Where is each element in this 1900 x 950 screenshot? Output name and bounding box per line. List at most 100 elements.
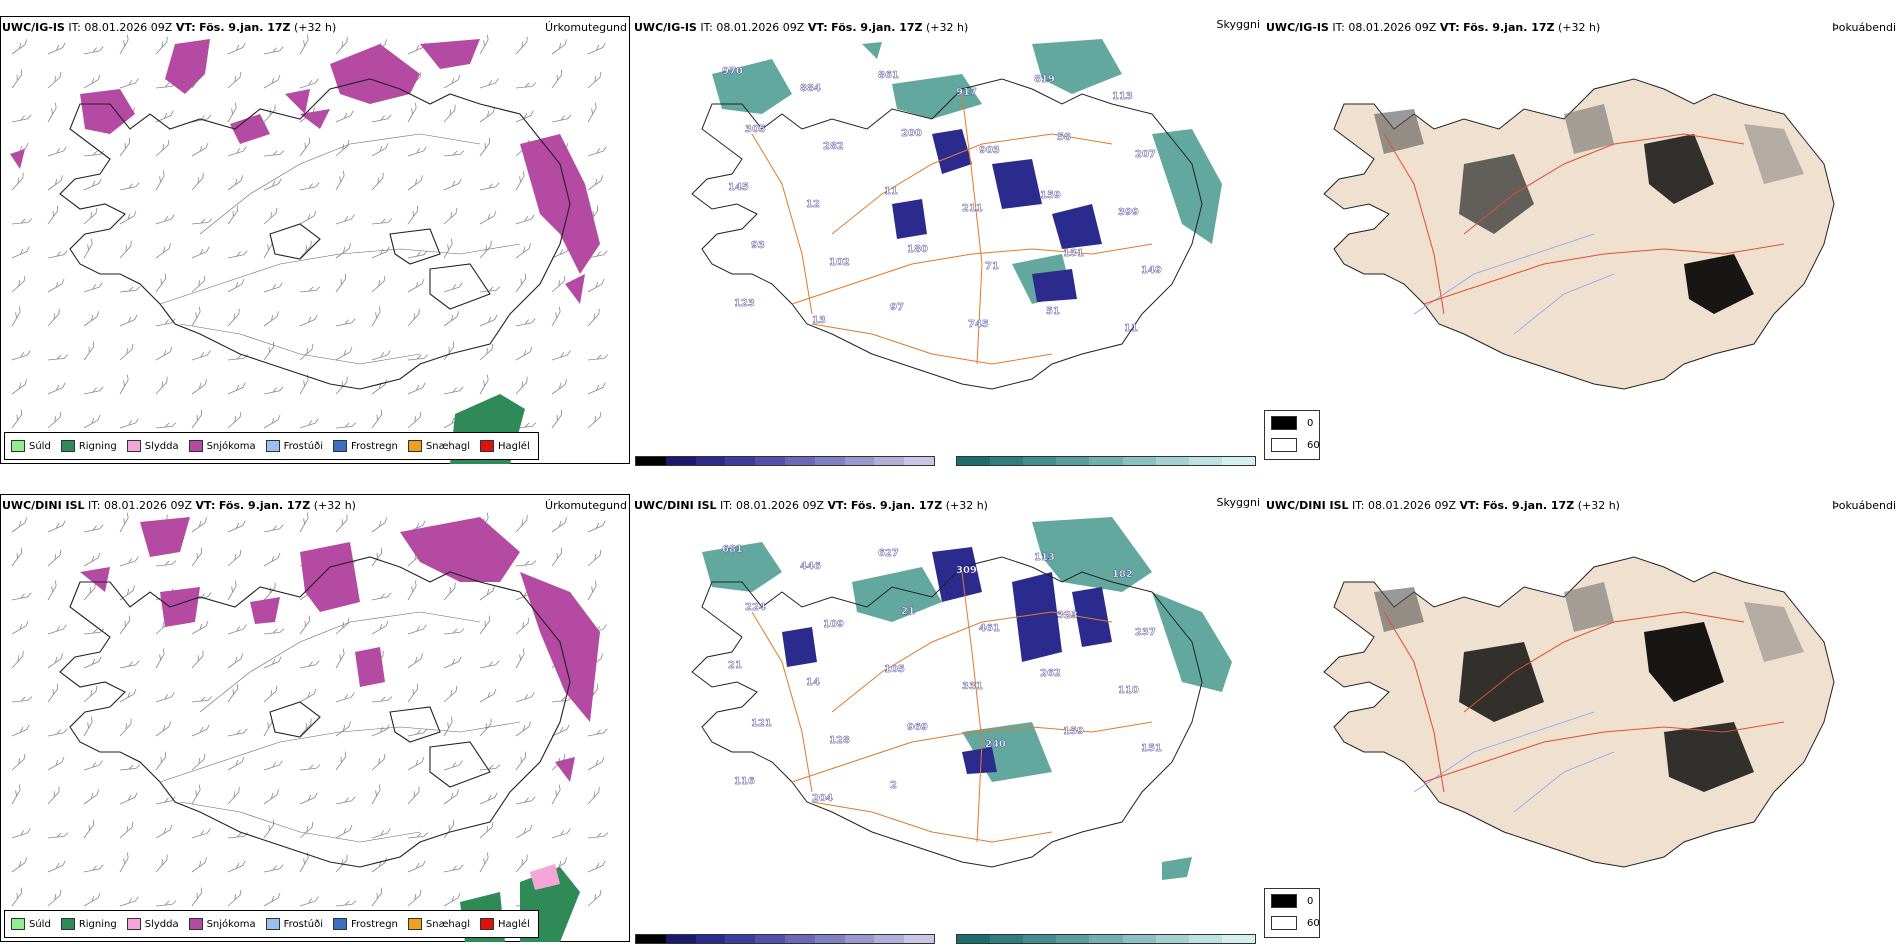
wind-barb: [479, 615, 490, 635]
wind-barb: [335, 214, 355, 225]
wind-barb: [119, 34, 129, 55]
colorbar-tick: 1000: [907, 946, 935, 948]
wind-barb: [83, 656, 102, 669]
wind-barb: [407, 205, 418, 225]
wind-barb: [47, 205, 58, 225]
wind-barb: [47, 354, 69, 361]
wind-barb: [263, 386, 284, 395]
wind-barb: [227, 756, 245, 771]
wind-barb: [227, 683, 238, 703]
wind-barb: [443, 150, 465, 157]
wind-barb: [407, 653, 423, 669]
wind-barb: [407, 411, 422, 429]
wind-barb: [47, 756, 65, 771]
wind-barb: [299, 314, 318, 327]
visibility-value-label: 282: [823, 141, 844, 152]
wind-barb: [479, 852, 489, 873]
coastline: [59, 556, 571, 868]
visibility-value-label: 224: [745, 602, 766, 613]
legend-swatch: [60, 918, 75, 930]
colorbar-tick: 400: [753, 946, 774, 948]
snow-areas: [80, 517, 600, 782]
forecast-row-ig-is: UWC/IG-IS IT: 08.01.2026 09Z VT: Fös. 9.…: [0, 0, 1900, 470]
wind-barb: [47, 382, 66, 395]
visibility-value-label: 399: [1118, 207, 1139, 218]
wind-barb: [155, 560, 177, 567]
wind-barb: [119, 512, 129, 533]
wind-barb: [11, 39, 27, 55]
wind-barb: [299, 78, 319, 89]
visibility-panel: UWC/DINI ISL IT: 08.01.2026 09Z VT: Fös.…: [632, 478, 1264, 948]
wind-barb: [47, 250, 68, 259]
wind-barb: [551, 379, 567, 395]
visibility-value-label: 113: [1112, 91, 1133, 102]
wind-barb: [371, 887, 382, 907]
wind-barb: [47, 624, 67, 635]
wind-barb: [119, 137, 130, 157]
wind-barb: [587, 756, 605, 771]
coastline: [691, 78, 1203, 390]
valid-time-value: Fös. 9.jan. 17Z: [1463, 21, 1555, 34]
wind-barb: [371, 172, 384, 191]
wind-barb: [47, 832, 69, 839]
wind-barb: [335, 751, 346, 771]
wind-barb: [263, 311, 279, 327]
lead-time: (+32 h): [1558, 21, 1601, 34]
wind-barb: [47, 71, 62, 89]
wind-barb: [119, 585, 135, 601]
wind-barb: [263, 282, 283, 293]
rivers: [1413, 233, 1615, 335]
visibility-value-label: 240: [985, 739, 1006, 750]
legend-label: Frostregn: [351, 440, 398, 452]
colorbar-low-bar: [635, 934, 935, 944]
wind-barb: [587, 354, 609, 361]
init-time-label: IT:: [88, 499, 101, 512]
legend-swatch: [126, 440, 141, 452]
wind-barb: [191, 306, 201, 327]
legend-item: Snjókoma: [188, 440, 256, 452]
wind-barb: [407, 889, 422, 907]
visibility-value-label: 917: [956, 87, 977, 98]
wind-barb: [587, 382, 606, 395]
wind-barb: [83, 628, 105, 635]
wind-barb: [47, 653, 63, 669]
wind-barb: [371, 350, 391, 361]
legend-label: Frostúði: [283, 918, 323, 930]
visibility-value-label: 105: [884, 664, 905, 675]
wind-barb: [11, 246, 30, 259]
wind-barb: [83, 150, 105, 157]
init-time-value: 08.01.2026 09Z: [1368, 499, 1457, 512]
legend-swatch: [188, 918, 203, 930]
wind-barb: [83, 864, 104, 873]
wind-barb: [335, 796, 356, 805]
wind-barb: [335, 36, 348, 55]
legend-label: Snæhagl: [425, 918, 471, 930]
model-name: UWC/IG-IS: [1266, 21, 1329, 34]
legend-label: Frostregn: [351, 918, 398, 930]
visibility-value-label: 211: [962, 203, 983, 214]
colorbar-low-bar: [635, 456, 935, 466]
wind-barb: [371, 379, 387, 395]
wind-barb: [263, 864, 284, 873]
wind-barb: [371, 246, 390, 259]
wind-barb: [371, 620, 389, 635]
wind-barb: [479, 821, 494, 839]
colorbar-segment: [695, 935, 726, 943]
visibility-value-label: 309: [956, 565, 977, 576]
wind-barb: [443, 178, 462, 191]
legend-label: Snæhagl: [425, 440, 471, 452]
visibility-value-label: 11: [1124, 323, 1138, 334]
wind-barb: [371, 592, 392, 601]
legend-item: Slydda: [126, 440, 179, 452]
wind-barb: [443, 386, 464, 395]
legend-item: Frostúði: [265, 918, 323, 930]
colorbar-tick: 400: [753, 468, 774, 470]
colorbar-segment: [904, 457, 934, 465]
wind-barb: [515, 214, 535, 225]
wind-barb: [371, 547, 382, 567]
wind-barb: [587, 580, 597, 601]
wind-barb: [407, 832, 429, 839]
wind-barb: [299, 660, 320, 669]
wind-barb: [443, 819, 454, 839]
wind-barb: [515, 514, 528, 533]
